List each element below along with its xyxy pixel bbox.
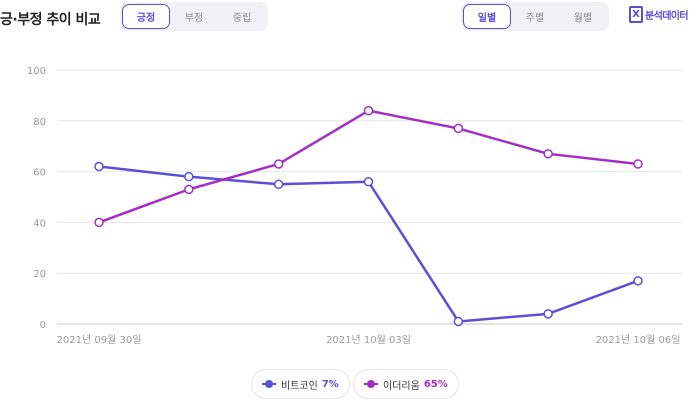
legend-label: 이더리움 (383, 380, 420, 392)
legend-item-series-2[interactable]: 이더리움 65% (353, 369, 459, 399)
x-tick-label: 2021년 10월 06일 (596, 334, 681, 346)
data-point (363, 105, 374, 116)
y-tick-label: 80 (33, 117, 46, 128)
data-point (633, 276, 643, 286)
data-point (94, 161, 104, 172)
legend-percent: 7% (321, 378, 339, 390)
legend-marker-icon (262, 380, 276, 388)
tab-neutral[interactable]: 중립 (232, 13, 252, 24)
analysis-data-button[interactable]: X 분석데이터 (629, 6, 689, 23)
tab-negative[interactable]: 부정 (184, 13, 204, 24)
y-tick-label: 0 (40, 320, 46, 331)
tab-weekly[interactable]: 주별 (525, 13, 545, 24)
y-tick-label: 40 (33, 218, 46, 229)
line-chart: 0 20 40 60 80 100 2021년 09월 30일 2021년 10월 03일 20… (27, 66, 682, 346)
legend-percent: 65% (423, 378, 448, 390)
series-line (98, 165, 639, 323)
legend-label: 비트코인 (281, 380, 318, 392)
y-tick-label: 60 (33, 168, 46, 179)
data-point (273, 179, 284, 190)
tab-monthly[interactable]: 월별 (573, 13, 593, 24)
sentiment-tab-group: 긍정 부정 중립 (120, 2, 268, 31)
data-point (363, 177, 374, 187)
excel-icon: X (629, 6, 643, 23)
data-point (273, 159, 284, 169)
chart-title: 긍·부정 추이 비교 (0, 12, 101, 28)
y-tick-label: 20 (33, 269, 46, 280)
x-tick-label: 2021년 10월 03일 (326, 334, 411, 346)
data-point (633, 159, 643, 169)
data-point (453, 123, 464, 134)
data-point (184, 184, 194, 195)
legend-marker-icon (364, 380, 378, 388)
period-tab-group: 일별 주별 월별 (461, 2, 609, 31)
data-point (94, 217, 104, 228)
data-point (184, 171, 194, 182)
x-tick-label: 2021년 09월 30일 (57, 334, 142, 346)
tab-positive[interactable]: 긍정 (122, 4, 170, 29)
data-point (453, 316, 464, 327)
analysis-data-label: 분석데이터 (645, 11, 689, 22)
data-point (543, 149, 553, 159)
tab-daily[interactable]: 일별 (463, 4, 511, 29)
data-point (543, 309, 553, 319)
series-line (98, 109, 639, 224)
y-tick-label: 100 (27, 66, 46, 77)
legend-item-series-1[interactable]: 비트코인 7% (251, 369, 350, 399)
